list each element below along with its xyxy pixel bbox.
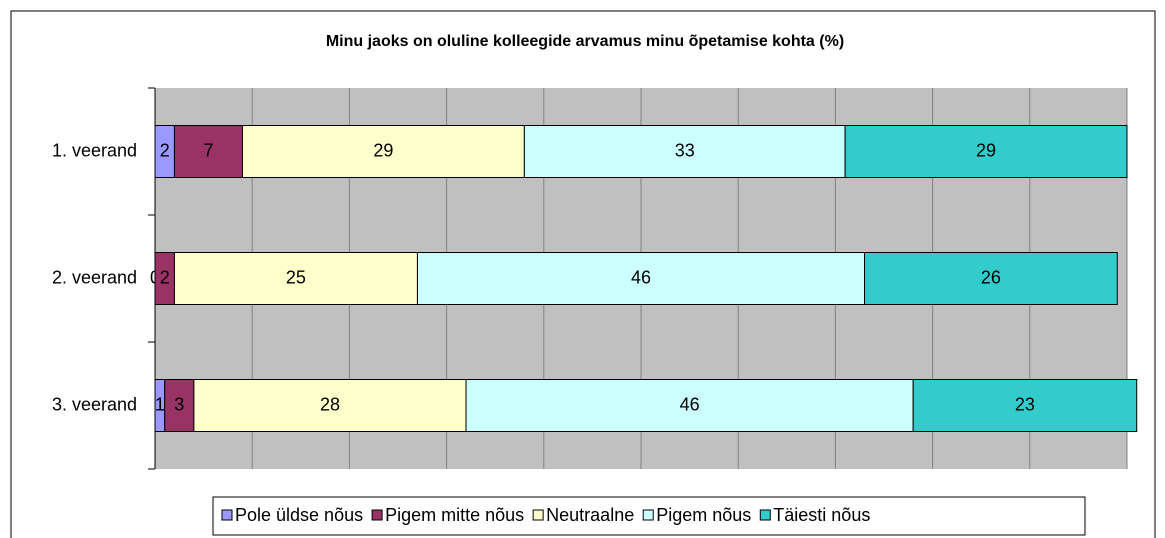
chart-title: Minu jaoks on oluline kolleegide arvamus… bbox=[326, 33, 844, 50]
bar-segment bbox=[173, 125, 243, 178]
data-label: 33 bbox=[675, 140, 695, 160]
data-label: 23 bbox=[1015, 394, 1035, 414]
bar-segment bbox=[416, 252, 866, 305]
data-label: 29 bbox=[373, 140, 393, 160]
bar-segment bbox=[864, 252, 1118, 305]
legend-label: Täiesti nõus bbox=[773, 505, 870, 525]
data-label: 46 bbox=[631, 267, 651, 287]
data-label: 1 bbox=[155, 394, 165, 414]
bar-segment bbox=[193, 379, 467, 432]
y-tick-label: 1. veerand bbox=[52, 140, 137, 160]
legend-swatch bbox=[371, 509, 383, 521]
legend-label: Pole üldse nõus bbox=[235, 505, 363, 525]
data-label: 26 bbox=[981, 267, 1001, 287]
bar-segment bbox=[844, 125, 1128, 178]
legend-swatch bbox=[759, 509, 771, 521]
y-tick-label: 3. veerand bbox=[52, 394, 137, 414]
data-label: 46 bbox=[680, 394, 700, 414]
bar-segment bbox=[173, 252, 418, 305]
legend-label: Pigem mitte nõus bbox=[385, 505, 524, 525]
y-tick-label: 2. veerand bbox=[52, 267, 137, 287]
legend-swatch bbox=[532, 509, 544, 521]
bar-segment bbox=[465, 379, 914, 432]
bar-segment bbox=[241, 125, 525, 178]
bar-segment bbox=[164, 379, 195, 432]
legend-swatch bbox=[221, 509, 233, 521]
data-label: 2 bbox=[160, 140, 170, 160]
legend-swatch bbox=[642, 509, 654, 521]
bar-segment bbox=[523, 125, 846, 178]
data-label: 3 bbox=[174, 394, 184, 414]
data-label: 7 bbox=[203, 140, 213, 160]
legend-label: Pigem nõus bbox=[656, 505, 751, 525]
bar-segment bbox=[912, 379, 1138, 432]
chart-frame bbox=[10, 10, 1156, 538]
data-label: 29 bbox=[976, 140, 996, 160]
legend-label: Neutraalne bbox=[546, 505, 634, 525]
data-label: 25 bbox=[286, 267, 306, 287]
data-label: 28 bbox=[320, 394, 340, 414]
data-label: 2 bbox=[160, 267, 170, 287]
